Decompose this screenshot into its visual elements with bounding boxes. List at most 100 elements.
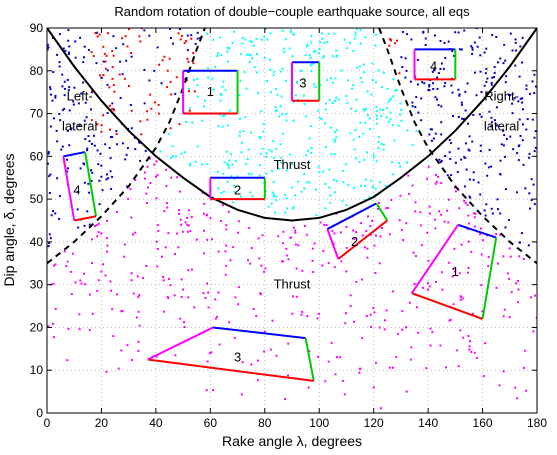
scatter-point	[278, 115, 281, 118]
scatter-point	[366, 256, 369, 259]
scatter-point	[463, 199, 466, 202]
scatter-point	[283, 47, 286, 50]
plot-area-frame	[46, 27, 538, 414]
scatter-point	[353, 148, 356, 151]
scatter-point	[308, 137, 311, 140]
scatter-point	[115, 130, 118, 133]
scatter-point	[96, 31, 99, 34]
scatter-point	[316, 317, 319, 320]
scatter-point	[475, 94, 478, 97]
scatter-point	[261, 234, 264, 237]
scatter-point	[374, 272, 377, 275]
scatter-point	[527, 244, 530, 247]
scatter-point	[258, 174, 261, 177]
scatter-point	[231, 163, 234, 166]
scatter-point	[84, 138, 87, 141]
scatter-point	[441, 288, 444, 291]
scatter-point	[444, 155, 447, 158]
scatter-point	[395, 356, 398, 359]
scatter-point	[396, 333, 399, 336]
scatter-point	[228, 321, 231, 324]
scatter-point	[109, 280, 112, 283]
scatter-point	[185, 40, 188, 43]
scatter-point	[444, 366, 447, 369]
scatter-point	[63, 250, 66, 253]
scatter-point	[132, 233, 135, 236]
scatter-point	[521, 139, 524, 142]
scatter-point	[119, 60, 122, 63]
scatter-point	[467, 148, 470, 151]
scatter-point	[532, 183, 535, 186]
scatter-point	[332, 81, 335, 84]
scatter-point	[294, 229, 297, 232]
scatter-point	[155, 160, 158, 163]
scatter-point	[509, 32, 512, 35]
scatter-point	[190, 216, 193, 219]
scatter-point	[98, 33, 101, 36]
scatter-point	[56, 177, 59, 180]
scatter-point	[272, 74, 275, 77]
scatter-point	[428, 285, 431, 288]
scatter-point	[420, 119, 423, 122]
scatter-point	[332, 178, 335, 181]
scatter-point	[324, 182, 327, 185]
scatter-point	[414, 255, 417, 258]
y-tick-label: 0	[36, 406, 43, 420]
scatter-point	[149, 182, 152, 185]
scatter-point	[448, 151, 451, 154]
scatter-point	[333, 99, 336, 102]
scatter-point	[349, 41, 352, 44]
scatter-point	[459, 329, 462, 332]
scatter-point	[515, 282, 518, 285]
scatter-point	[53, 264, 56, 267]
scatter-point	[339, 231, 342, 234]
scatter-point	[430, 128, 433, 131]
region-edge	[457, 223, 497, 239]
scatter-point	[175, 155, 178, 158]
scatter-point	[401, 328, 404, 331]
scatter-point	[371, 219, 374, 222]
scatter-point	[52, 336, 55, 339]
scatter-point	[374, 187, 377, 190]
scatter-point	[333, 131, 336, 134]
scatter-point	[530, 178, 533, 181]
y-tick-label: 80	[30, 64, 44, 78]
scatter-point	[334, 77, 337, 80]
scatter-point	[358, 367, 361, 370]
scatter-point	[118, 73, 121, 76]
scatter-point	[47, 43, 49, 46]
scatter-point	[380, 226, 383, 229]
scatter-point	[191, 121, 194, 124]
scatter-point	[310, 146, 313, 149]
scatter-point	[256, 71, 259, 74]
scatter-point	[222, 80, 225, 83]
scatter-point	[177, 32, 180, 35]
scatter-point	[270, 150, 273, 153]
scatter-point	[405, 222, 408, 225]
scatter-point	[480, 115, 483, 118]
scatter-point	[265, 152, 268, 155]
scatter-point	[529, 296, 532, 299]
scatter-point	[203, 105, 206, 108]
scatter-point	[404, 57, 407, 60]
scatter-point	[70, 127, 73, 130]
scatter-point	[280, 156, 283, 159]
scatter-point	[54, 307, 57, 310]
scatter-point	[380, 114, 383, 117]
scatter-point	[202, 212, 205, 215]
scatter-point	[335, 180, 338, 183]
scatter-point	[479, 54, 482, 57]
scatter-point	[66, 359, 69, 362]
scatter-point	[378, 262, 381, 265]
scatter-point	[496, 124, 499, 127]
scatter-point	[249, 131, 252, 134]
scatter-point	[170, 156, 173, 159]
scatter-point	[266, 38, 269, 41]
scatter-point	[473, 225, 476, 228]
scatter-point	[60, 148, 63, 151]
x-tick-label: 20	[95, 416, 109, 430]
scatter-point	[177, 209, 180, 212]
scatter-point	[209, 217, 212, 220]
scatter-point	[349, 294, 352, 297]
scatter-point	[460, 243, 463, 246]
